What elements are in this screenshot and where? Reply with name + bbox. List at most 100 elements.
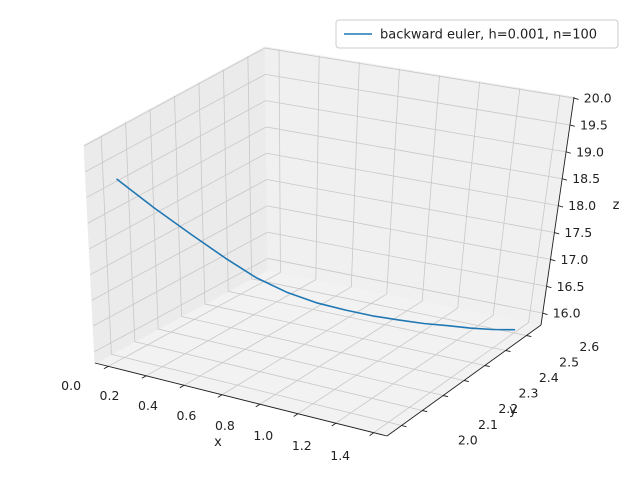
x-tick [103, 365, 109, 370]
y-axis-label: y [509, 403, 517, 418]
y-grid-floor [134, 341, 423, 411]
z-grid-back [267, 231, 547, 287]
z-tick-label: 20.0 [584, 91, 612, 106]
y-grid-floor [181, 316, 465, 381]
z-tick [569, 124, 575, 127]
y-tick-label: 2.2 [498, 401, 518, 416]
y-tick [401, 425, 407, 428]
y-grid-floor [204, 303, 485, 366]
z-tick [573, 97, 579, 100]
x-grid-back [315, 55, 320, 280]
y-grid-floor [111, 353, 402, 426]
y-tick-label: 2.4 [539, 370, 559, 385]
x-tick-label: 0.6 [176, 408, 196, 423]
x-tick [141, 375, 147, 379]
x-tick [331, 422, 337, 427]
legend: backward euler, h=0.001, n=100 [335, 19, 619, 49]
y-tick-label: 2.0 [458, 432, 478, 447]
z-grid-left [94, 258, 269, 353]
z-tick-label: 19.5 [580, 118, 608, 133]
x-tick-label: 0.0 [61, 378, 81, 393]
z-grid-left [92, 231, 268, 327]
x-tick [255, 403, 261, 408]
z-tick-label: 16.0 [553, 306, 581, 321]
z-grid-left [87, 126, 267, 224]
z-grid-back [265, 73, 571, 126]
y-grid-left [149, 109, 159, 330]
z-axis-label: z [613, 198, 620, 213]
x-tick-label: 0.2 [100, 388, 120, 403]
x-tick-label: 0.4 [138, 398, 158, 413]
x-tick-label: 1.0 [253, 428, 273, 443]
z-grid-back [266, 179, 555, 233]
y-grid-floor [228, 290, 506, 351]
y-tick [422, 410, 428, 413]
z-tick [546, 285, 552, 289]
y-tick-label: 2.6 [579, 339, 599, 354]
y-tick-label: 2.5 [559, 355, 579, 370]
y-tick-label: 2.1 [478, 417, 498, 432]
z-grid-back [265, 100, 567, 153]
x-tick-label: 0.8 [215, 418, 235, 433]
z-grid-left [91, 205, 268, 301]
y-tick [443, 395, 449, 398]
z-tick-label: 17.5 [564, 225, 592, 240]
x-tick [369, 432, 374, 436]
x-tick [179, 384, 185, 389]
y-grid-left [174, 95, 182, 317]
x-grid-back [350, 62, 360, 287]
x-grid-back [386, 68, 400, 294]
z-tick-label: 18.0 [568, 198, 596, 213]
y-tick [505, 350, 511, 352]
z-tick-label: 19.0 [576, 144, 604, 159]
x-tick-label: 1.2 [292, 438, 312, 453]
x-tick [217, 394, 223, 398]
axis-labels: x y z [214, 198, 619, 450]
x-axis-label: x [214, 435, 222, 450]
y-grid-floor [251, 278, 527, 336]
y-grid-left [223, 69, 229, 292]
z-grid-left [85, 73, 266, 173]
tick-marks [103, 97, 579, 436]
z-tick [542, 312, 548, 316]
z-grid-left [89, 152, 267, 250]
x-tick [293, 413, 299, 417]
y-tick [526, 335, 532, 337]
z-grid-back [264, 47, 574, 99]
x-grid-back [528, 94, 561, 323]
y-grid-floor [158, 328, 444, 396]
series-line [116, 178, 516, 331]
x-grid-back [492, 88, 521, 316]
x-grid-back [421, 75, 440, 302]
z-tick [562, 178, 568, 181]
z-grid-left [86, 100, 266, 198]
z-tick-label: 17.0 [561, 252, 589, 267]
y-grid-left [100, 135, 112, 355]
grid-lines [83, 47, 574, 434]
axis-panes [83, 46, 575, 437]
x-axis-line [94, 362, 388, 437]
data-series [116, 178, 516, 331]
z-tick-label: 18.5 [572, 171, 600, 186]
y-grid-left [125, 122, 136, 342]
z-grid-back [267, 205, 551, 260]
z-grid-left [90, 179, 267, 275]
z-tick [558, 205, 564, 208]
tick-labels: 0.00.20.40.60.81.01.21.42.02.12.22.32.42… [61, 91, 612, 463]
z-grid-left [83, 47, 266, 147]
z-tick [565, 151, 571, 154]
z-tick [550, 258, 556, 262]
x-tick-label: 1.4 [330, 448, 350, 463]
z-grid-back [266, 152, 559, 207]
z-tick [554, 232, 560, 235]
z-grid-back [267, 258, 543, 314]
z-tick-label: 16.5 [557, 279, 585, 294]
legend-entry: backward euler, h=0.001, n=100 [380, 28, 597, 43]
y-tick [484, 365, 490, 368]
y-tick [463, 380, 469, 383]
legend-box [335, 19, 619, 49]
x-grid-back [278, 49, 281, 273]
y-grid-left [247, 56, 253, 279]
